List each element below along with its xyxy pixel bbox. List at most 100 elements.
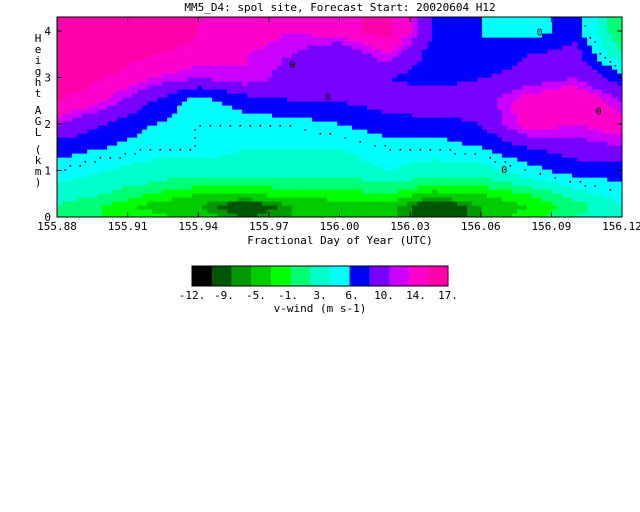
heatmap-cell: [152, 93, 158, 98]
heatmap-cell: [132, 185, 138, 190]
heatmap-cell: [522, 69, 528, 74]
heatmap-cell: [612, 109, 618, 114]
heatmap-cell: [157, 197, 163, 202]
heatmap-cell: [237, 153, 243, 158]
heatmap-cell: [247, 173, 253, 178]
heatmap-cell: [142, 153, 148, 158]
heatmap-cell: [112, 161, 118, 166]
heatmap-cell: [242, 181, 248, 186]
heatmap-cell: [592, 141, 598, 146]
heatmap-cell: [607, 61, 613, 66]
heatmap-cell: [167, 189, 173, 194]
heatmap-cell: [347, 161, 353, 166]
heatmap-cell: [177, 153, 183, 158]
heatmap-cell: [142, 85, 148, 90]
heatmap-cell: [512, 81, 518, 86]
heatmap-cell: [597, 73, 603, 78]
heatmap-cell: [397, 169, 403, 174]
heatmap-cell: [432, 133, 438, 138]
heatmap-cell: [192, 121, 198, 126]
heatmap-cell: [512, 73, 518, 78]
heatmap-cell: [417, 117, 423, 122]
heatmap-cell: [472, 49, 478, 54]
heatmap-cell: [532, 169, 538, 174]
heatmap-cell: [262, 117, 268, 122]
heatmap-cell: [332, 93, 338, 98]
heatmap-cell: [317, 153, 323, 158]
heatmap-cell: [107, 197, 113, 202]
heatmap-cell: [607, 89, 613, 94]
heatmap-cell: [162, 125, 168, 130]
heatmap-cell: [567, 73, 573, 78]
heatmap-cell: [592, 157, 598, 162]
heatmap-cell: [557, 97, 563, 102]
heatmap-cell: [172, 101, 178, 106]
heatmap-cell: [422, 57, 428, 62]
heatmap-cell: [597, 101, 603, 106]
heatmap-cell: [537, 201, 543, 206]
heatmap-cell: [67, 117, 73, 122]
heatmap-cell: [387, 145, 393, 150]
heatmap-cell: [252, 189, 258, 194]
heatmap-cell: [182, 101, 188, 106]
heatmap-cell: [602, 193, 608, 198]
heatmap-cell: [112, 213, 118, 217]
heatmap-cell: [512, 189, 518, 194]
heatmap-cell: [202, 173, 208, 178]
heatmap-cell: [147, 85, 153, 90]
heatmap-cell: [207, 197, 213, 202]
heatmap-cell: [537, 173, 543, 178]
heatmap-cell: [532, 41, 538, 46]
heatmap-cell: [387, 137, 393, 142]
heatmap-cell: [322, 209, 328, 214]
heatmap-cell: [502, 53, 508, 58]
heatmap-cell: [572, 169, 578, 174]
heatmap-cell: [607, 101, 613, 106]
heatmap-cell: [402, 73, 408, 78]
heatmap-cell: [82, 133, 88, 138]
heatmap-cell: [82, 53, 88, 58]
heatmap-cell: [507, 85, 513, 90]
heatmap-cell: [582, 141, 588, 146]
heatmap-cell: [547, 185, 553, 190]
heatmap-cell: [252, 129, 258, 134]
heatmap-cell: [547, 189, 553, 194]
heatmap-cell: [567, 93, 573, 98]
heatmap-cell: [317, 157, 323, 162]
heatmap-cell: [72, 53, 78, 58]
heatmap-cell: [497, 205, 503, 210]
heatmap-cell: [157, 117, 163, 122]
heatmap-cell: [467, 89, 473, 94]
heatmap-cell: [492, 169, 498, 174]
heatmap-cell: [487, 93, 493, 98]
heatmap-cell: [357, 169, 363, 174]
heatmap-cell: [432, 53, 438, 58]
heatmap-cell: [542, 201, 548, 206]
heatmap-cell: [517, 209, 523, 214]
heatmap-cell: [512, 113, 518, 118]
heatmap-cell: [222, 185, 228, 190]
heatmap-cell: [277, 133, 283, 138]
heatmap-cell: [452, 117, 458, 122]
heatmap-cell: [72, 61, 78, 66]
heatmap-cell: [282, 161, 288, 166]
heatmap-cell: [372, 89, 378, 94]
heatmap-cell: [427, 149, 433, 154]
heatmap-cell: [137, 81, 143, 86]
heatmap-cell: [237, 49, 243, 54]
heatmap-cell: [197, 73, 203, 78]
heatmap-cell: [492, 65, 498, 70]
heatmap-cell: [487, 49, 493, 54]
heatmap-cell: [512, 41, 518, 46]
heatmap-cell: [347, 185, 353, 190]
heatmap-cell: [407, 97, 413, 102]
heatmap-cell: [142, 49, 148, 54]
heatmap-cell: [177, 117, 183, 122]
heatmap-cell: [72, 205, 78, 210]
heatmap-cell: [612, 101, 618, 106]
heatmap-cell: [117, 193, 123, 198]
heatmap-cell: [597, 105, 603, 110]
heatmap-cell: [572, 177, 578, 182]
heatmap-cell: [207, 193, 213, 198]
heatmap-cell: [512, 49, 518, 54]
